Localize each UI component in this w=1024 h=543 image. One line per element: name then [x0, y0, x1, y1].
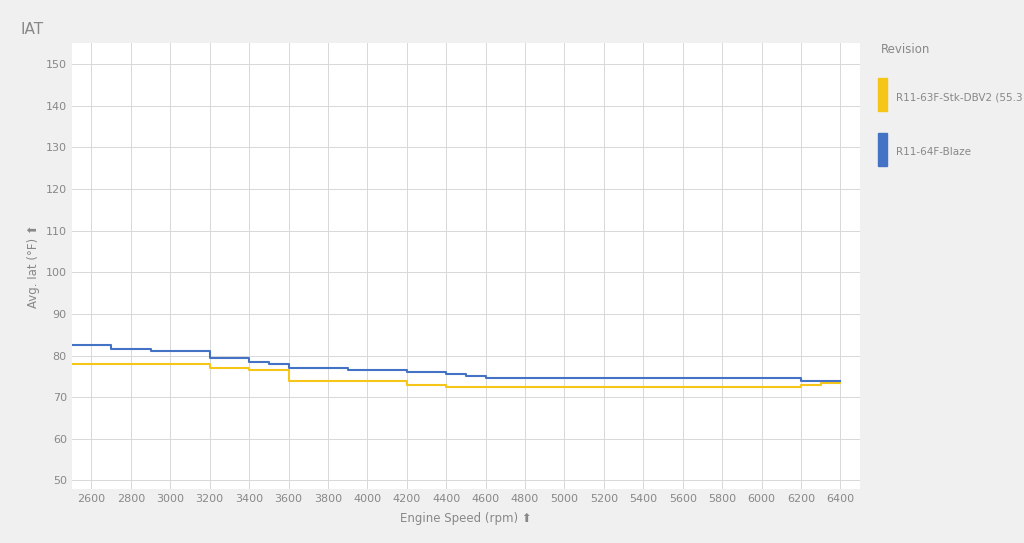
R11-63F-Stk-DBV2 (55.3 mm) — [223, 365, 236, 371]
FancyBboxPatch shape — [878, 79, 887, 111]
Line: R11-64F-Blaze: R11-64F-Blaze — [72, 345, 841, 381]
R11-63F-Stk-DBV2 (55.3 mm) — [85, 361, 97, 367]
R11-64F-Blaze — [598, 375, 610, 382]
R11-63F-Stk-DBV2 (55.3 mm) — [696, 383, 709, 390]
R11-64F-Blaze — [144, 348, 157, 355]
R11-64F-Blaze — [440, 371, 453, 377]
R11-64F-Blaze — [184, 348, 197, 355]
R11-63F-Stk-DBV2 (55.3 mm) — [322, 377, 334, 384]
R11-63F-Stk-DBV2 (55.3 mm) — [66, 361, 78, 367]
R11-64F-Blaze — [204, 355, 216, 361]
R11-63F-Stk-DBV2 (55.3 mm) — [164, 361, 176, 367]
R11-63F-Stk-DBV2 (55.3 mm) — [184, 361, 197, 367]
R11-64F-Blaze — [519, 375, 531, 382]
R11-64F-Blaze — [361, 367, 374, 374]
R11-64F-Blaze — [283, 365, 295, 371]
R11-63F-Stk-DBV2 (55.3 mm) — [598, 383, 610, 390]
R11-63F-Stk-DBV2 (55.3 mm) — [263, 367, 275, 374]
R11-64F-Blaze — [539, 375, 551, 382]
Line: R11-63F-Stk-DBV2 (55.3 mm): R11-63F-Stk-DBV2 (55.3 mm) — [72, 364, 841, 387]
R11-63F-Stk-DBV2 (55.3 mm) — [500, 383, 512, 390]
R11-64F-Blaze — [637, 375, 649, 382]
R11-64F-Blaze — [815, 377, 827, 384]
Text: Revision: Revision — [881, 43, 931, 56]
R11-63F-Stk-DBV2 (55.3 mm) — [204, 365, 216, 371]
R11-63F-Stk-DBV2 (55.3 mm) — [519, 383, 531, 390]
R11-64F-Blaze — [677, 375, 689, 382]
R11-64F-Blaze — [125, 346, 137, 352]
R11-63F-Stk-DBV2 (55.3 mm) — [440, 383, 453, 390]
R11-63F-Stk-DBV2 (55.3 mm) — [657, 383, 670, 390]
R11-64F-Blaze — [400, 369, 413, 375]
R11-63F-Stk-DBV2 (55.3 mm) — [835, 377, 847, 384]
R11-64F-Blaze — [164, 348, 176, 355]
Text: IAT: IAT — [20, 22, 44, 37]
R11-64F-Blaze — [617, 375, 630, 382]
R11-64F-Blaze — [479, 375, 492, 382]
R11-64F-Blaze — [795, 377, 807, 384]
R11-63F-Stk-DBV2 (55.3 mm) — [400, 381, 413, 388]
R11-64F-Blaze — [223, 355, 236, 361]
R11-64F-Blaze — [66, 342, 78, 349]
R11-64F-Blaze — [243, 358, 255, 365]
R11-64F-Blaze — [322, 365, 334, 371]
R11-64F-Blaze — [696, 375, 709, 382]
R11-63F-Stk-DBV2 (55.3 mm) — [342, 377, 354, 384]
R11-63F-Stk-DBV2 (55.3 mm) — [479, 383, 492, 390]
R11-63F-Stk-DBV2 (55.3 mm) — [815, 380, 827, 386]
R11-64F-Blaze — [835, 377, 847, 384]
R11-63F-Stk-DBV2 (55.3 mm) — [795, 381, 807, 388]
R11-64F-Blaze — [342, 367, 354, 374]
R11-64F-Blaze — [105, 346, 118, 352]
R11-63F-Stk-DBV2 (55.3 mm) — [775, 383, 787, 390]
R11-64F-Blaze — [460, 373, 472, 380]
R11-63F-Stk-DBV2 (55.3 mm) — [243, 367, 255, 374]
R11-63F-Stk-DBV2 (55.3 mm) — [144, 361, 157, 367]
R11-64F-Blaze — [579, 375, 591, 382]
R11-64F-Blaze — [716, 375, 728, 382]
Text: R11-63F-Stk-DBV2 (55.3 mm): R11-63F-Stk-DBV2 (55.3 mm) — [896, 93, 1024, 103]
R11-64F-Blaze — [756, 375, 768, 382]
R11-63F-Stk-DBV2 (55.3 mm) — [539, 383, 551, 390]
R11-63F-Stk-DBV2 (55.3 mm) — [558, 383, 570, 390]
R11-64F-Blaze — [302, 365, 314, 371]
R11-63F-Stk-DBV2 (55.3 mm) — [617, 383, 630, 390]
R11-64F-Blaze — [85, 342, 97, 349]
R11-64F-Blaze — [657, 375, 670, 382]
R11-63F-Stk-DBV2 (55.3 mm) — [735, 383, 748, 390]
R11-63F-Stk-DBV2 (55.3 mm) — [381, 377, 393, 384]
R11-63F-Stk-DBV2 (55.3 mm) — [637, 383, 649, 390]
R11-64F-Blaze — [735, 375, 748, 382]
R11-63F-Stk-DBV2 (55.3 mm) — [756, 383, 768, 390]
R11-64F-Blaze — [558, 375, 570, 382]
R11-63F-Stk-DBV2 (55.3 mm) — [105, 361, 118, 367]
R11-63F-Stk-DBV2 (55.3 mm) — [302, 377, 314, 384]
R11-63F-Stk-DBV2 (55.3 mm) — [361, 377, 374, 384]
R11-64F-Blaze — [775, 375, 787, 382]
R11-63F-Stk-DBV2 (55.3 mm) — [125, 361, 137, 367]
R11-63F-Stk-DBV2 (55.3 mm) — [579, 383, 591, 390]
R11-63F-Stk-DBV2 (55.3 mm) — [716, 383, 728, 390]
R11-63F-Stk-DBV2 (55.3 mm) — [421, 381, 433, 388]
FancyBboxPatch shape — [878, 133, 887, 166]
X-axis label: Engine Speed (rpm) ⬆: Engine Speed (rpm) ⬆ — [400, 512, 531, 525]
Y-axis label: Avg. Iat (°F) ⬆: Avg. Iat (°F) ⬆ — [28, 224, 40, 308]
R11-63F-Stk-DBV2 (55.3 mm) — [677, 383, 689, 390]
R11-63F-Stk-DBV2 (55.3 mm) — [283, 377, 295, 384]
R11-63F-Stk-DBV2 (55.3 mm) — [460, 383, 472, 390]
Text: R11-64F-Blaze: R11-64F-Blaze — [896, 147, 971, 157]
R11-64F-Blaze — [500, 375, 512, 382]
R11-64F-Blaze — [381, 367, 393, 374]
R11-64F-Blaze — [263, 361, 275, 367]
R11-64F-Blaze — [421, 369, 433, 375]
